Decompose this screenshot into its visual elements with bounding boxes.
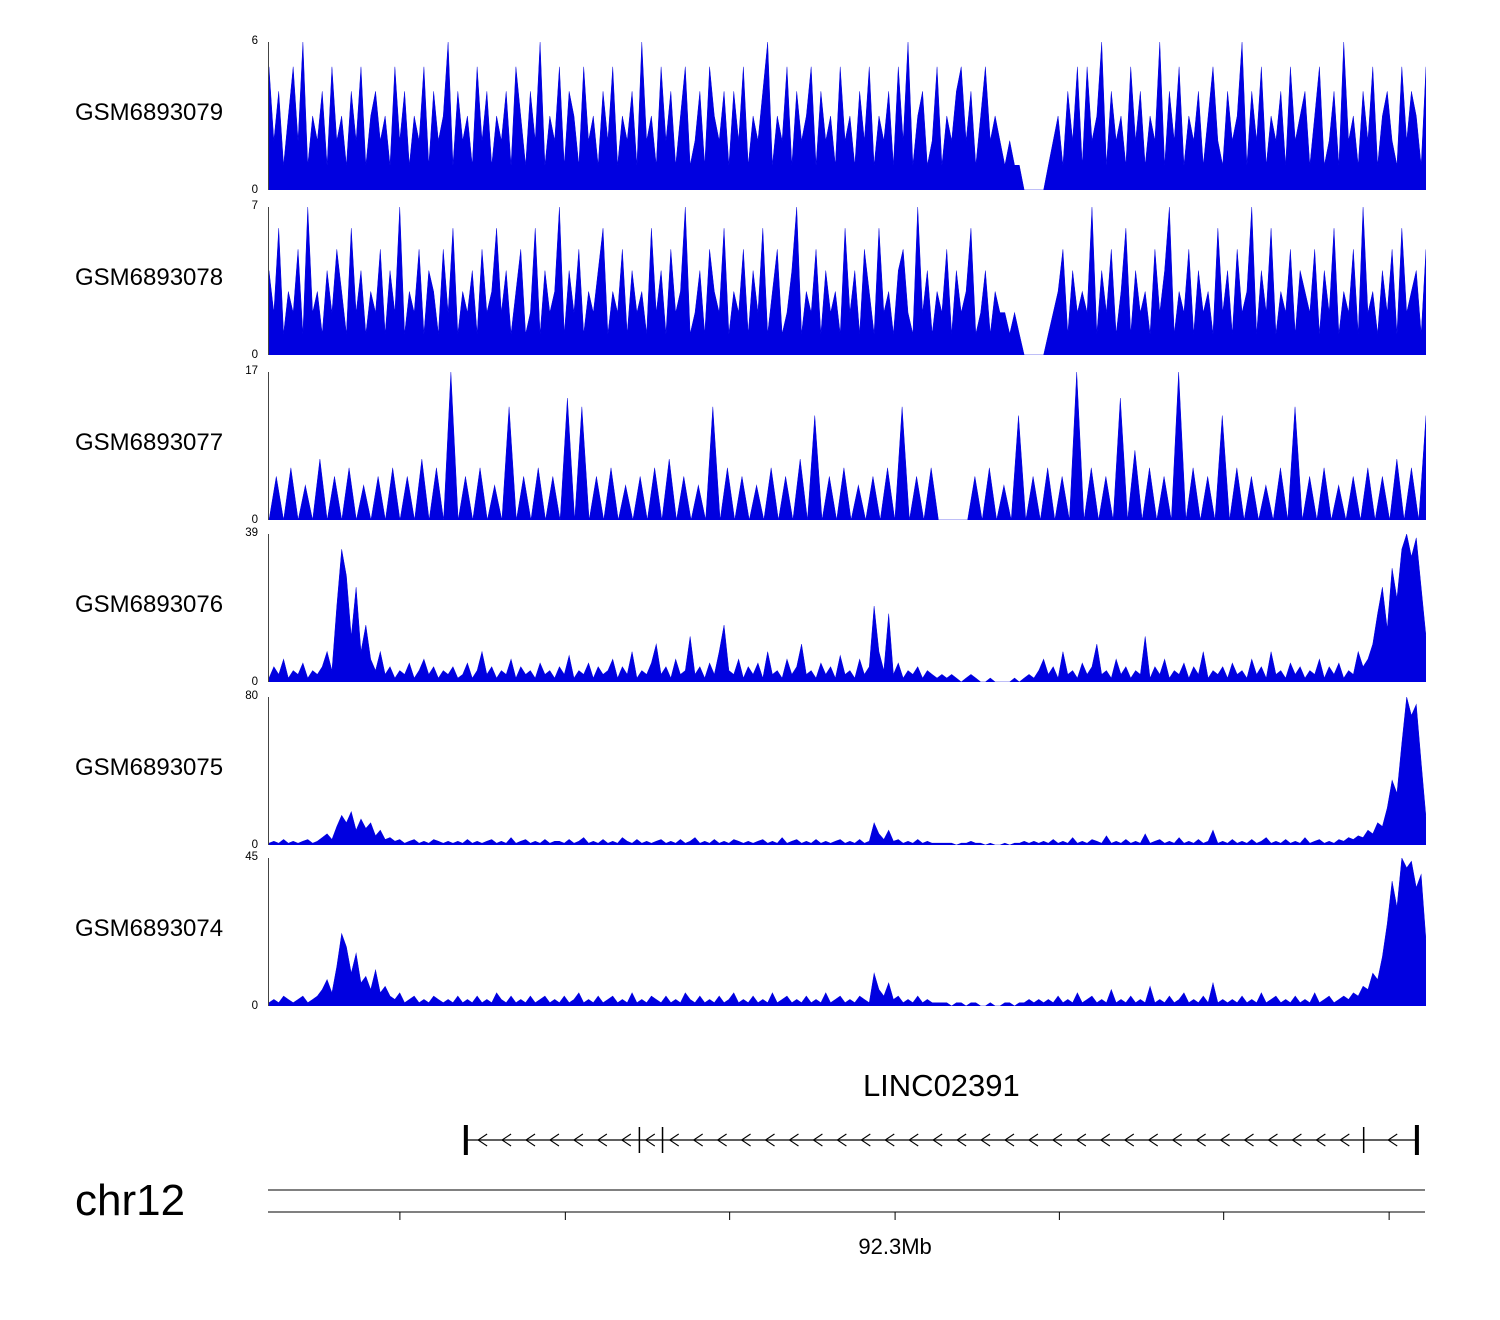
- coverage-track: GSM6893078 7 0: [0, 200, 1500, 361]
- genome-axis-track: [268, 1189, 1425, 1220]
- sample-label: GSM6893074: [75, 915, 224, 942]
- y-axis-zero-label: 0: [251, 514, 258, 526]
- coverage-area-svg: [269, 207, 1426, 355]
- gene-title: LINC02391: [862, 1068, 1020, 1103]
- y-axis-zero-label: 0: [251, 839, 258, 851]
- sample-label: GSM6893078: [75, 264, 224, 291]
- gene-model-track: [463, 1125, 1419, 1155]
- coverage-track: GSM6893079 6 0: [0, 35, 1500, 196]
- coverage-track: GSM6893077 17 0: [0, 365, 1500, 526]
- y-axis-max-label: 17: [245, 365, 258, 377]
- y-axis-max-label: 7: [251, 200, 258, 212]
- y-axis-max-label: 39: [245, 527, 258, 539]
- coverage-plot-area: [268, 372, 1426, 520]
- coverage-area-svg: [269, 858, 1426, 1006]
- coverage-plot-area: [268, 42, 1426, 190]
- coverage-plot-area: [268, 534, 1426, 682]
- sample-label: GSM6893076: [75, 591, 224, 618]
- coverage-area-svg: [269, 42, 1426, 190]
- coverage-area-svg: [269, 372, 1426, 520]
- y-axis-max-label: 45: [245, 851, 258, 863]
- coverage-plot-area: [268, 858, 1426, 1006]
- coverage-plot-area: [268, 697, 1426, 845]
- y-axis-max-label: 80: [245, 690, 258, 702]
- coverage-track: GSM6893074 45 0: [0, 851, 1500, 1012]
- chromosome-label: chr12: [75, 1176, 186, 1225]
- y-axis-max-label: 6: [251, 35, 258, 47]
- sample-label: GSM6893079: [75, 99, 224, 126]
- y-axis-zero-label: 0: [251, 349, 258, 361]
- coverage-area-svg: [269, 534, 1426, 682]
- y-axis-zero-label: 0: [251, 676, 258, 688]
- axis-position-label: 92.3Mb: [858, 1234, 932, 1259]
- y-axis-zero-label: 0: [251, 1000, 258, 1012]
- coverage-plot-area: [268, 207, 1426, 355]
- coverage-track: GSM6893075 80 0: [0, 690, 1500, 851]
- sample-label: GSM6893077: [75, 429, 224, 456]
- coverage-area-svg: [269, 697, 1426, 845]
- sample-label: GSM6893075: [75, 754, 224, 781]
- y-axis-zero-label: 0: [251, 184, 258, 196]
- coverage-track: GSM6893076 39 0: [0, 527, 1500, 688]
